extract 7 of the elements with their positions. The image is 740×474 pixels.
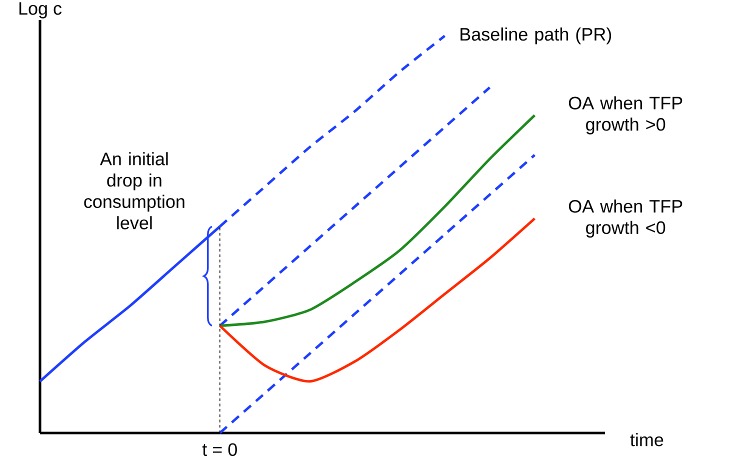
text: t = 0 (202, 443, 237, 456)
series-label: Baseline path (PR) (460, 27, 612, 44)
series-label: OA when TFP growth >0 (568, 96, 682, 134)
y-axis-title: Log c (19, 2, 62, 18)
x-axis-title: time (630, 433, 664, 446)
annotation: An initial drop in consumption level (84, 152, 184, 230)
series-label: OA when TFP growth <0 (568, 199, 682, 238)
